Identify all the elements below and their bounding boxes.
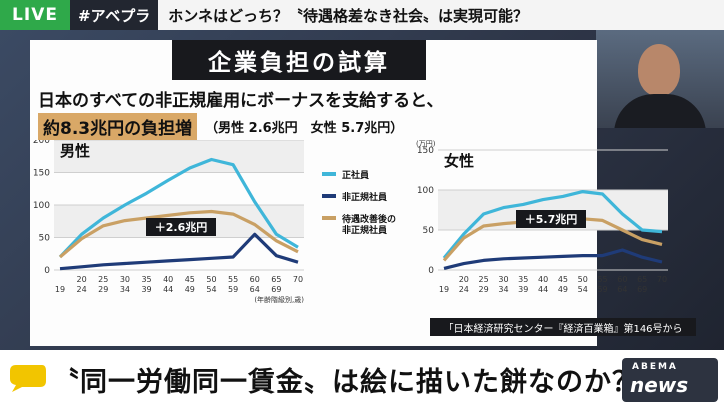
y-unit-label: (万円) [416, 140, 436, 148]
x-tick-label: 35 [141, 275, 151, 284]
y-tick-label: 0 [428, 266, 434, 276]
x-tick-label: 60 [250, 275, 260, 284]
x-unit-label: (年齢階級別,歳) [254, 295, 304, 304]
live-badge: LIVE [0, 0, 70, 30]
x-tick-label: 65 [271, 275, 281, 284]
burden-detail: （男性 2.6兆円 女性 5.7兆円） [205, 120, 404, 136]
x-tick-label: 59 [597, 285, 607, 294]
series-line-1 [58, 157, 299, 259]
series-line-1 [442, 189, 663, 260]
x-tick-label: 30 [498, 275, 508, 284]
annotation-text: ＋2.6兆円 [155, 220, 208, 234]
burden-highlight: 約8.3兆円の負担増 [38, 112, 198, 140]
x-tick-label: 59 [228, 285, 238, 294]
x-tick-label: 19 [439, 285, 449, 294]
legend-label: 非正規社員 [342, 224, 387, 236]
x-tick-label: 70 [657, 275, 667, 284]
grid-band [54, 140, 304, 173]
x-tick-label: 39 [141, 285, 151, 294]
burden-summary: 約8.3兆円の負担増 （男性 2.6兆円 女性 5.7兆円） [38, 112, 404, 140]
y-tick-label: 100 [33, 201, 50, 211]
x-tick-label: 55 [228, 275, 238, 284]
abema-news-logo: ABEMA news [622, 358, 718, 402]
x-tick-label: 35 [518, 275, 528, 284]
program-hashtag: #アベプラ [70, 0, 159, 30]
chart-title: 女性 [444, 152, 474, 170]
x-tick-label: 20 [459, 275, 469, 284]
x-tick-label: 44 [163, 285, 173, 294]
x-tick-label: 25 [479, 275, 489, 284]
legend-label: 正社員 [342, 169, 369, 181]
x-tick-label: 24 [459, 285, 469, 294]
legend-label: 非正規社員 [342, 191, 387, 203]
y-tick-label: 150 [33, 169, 50, 179]
x-tick-label: 24 [77, 285, 87, 294]
x-tick-label: 40 [163, 275, 173, 284]
y-tick-label: 0 [44, 266, 50, 276]
x-tick-label: 29 [479, 285, 489, 294]
x-tick-label: 50 [578, 275, 588, 284]
annotation-box [516, 210, 586, 228]
x-tick-label: 45 [185, 275, 195, 284]
x-tick-label: 49 [185, 285, 195, 294]
caption-text: 〝同一労働同一賃金〟は絵に描いた餅なのか？ [52, 366, 640, 398]
series-line-2 [59, 232, 299, 271]
x-tick-label: 45 [558, 275, 568, 284]
x-tick-label: 64 [617, 285, 627, 294]
panel-title: 企業負担の試算 [172, 40, 426, 80]
x-tick-label: 50 [206, 275, 216, 284]
presenter-head [638, 44, 680, 96]
logo-line1: ABEMA [632, 362, 678, 372]
x-tick-label: 69 [637, 285, 647, 294]
x-tick-label: 44 [538, 285, 548, 294]
panel-subtitle: 日本のすべての非正規雇用にボーナスを支給すると、 [38, 91, 444, 111]
x-tick-label: 64 [250, 285, 260, 294]
speech-bubble-icon [10, 365, 46, 392]
x-tick-label: 69 [271, 285, 281, 294]
caption-bar [0, 350, 724, 407]
x-tick-label: 25 [98, 275, 108, 284]
y-tick-label: 50 [423, 226, 435, 236]
source-note: 「日本経済研究センター『経済百業箱』第146号から [430, 318, 696, 336]
x-tick-label: 39 [518, 285, 528, 294]
x-tick-label: 55 [597, 275, 607, 284]
x-tick-label: 34 [498, 285, 508, 294]
x-tick-label: 34 [120, 285, 130, 294]
top-banner: LIVE #アベプラ ホンネはどっち？〝待遇格差なき社会〟は実現可能？ [0, 0, 724, 30]
x-tick-label: 65 [637, 275, 647, 284]
x-tick-label: 60 [617, 275, 627, 284]
x-tick-label: 40 [538, 275, 548, 284]
y-tick-label: 150 [417, 146, 434, 156]
presenter-video [596, 30, 724, 128]
annotation-text: ＋5.7兆円 [525, 212, 578, 226]
logo-line2: news [630, 373, 689, 397]
y-tick-label: 200 [33, 140, 50, 146]
legend-label: 待遇改善後の [342, 213, 396, 225]
headline-text: ホンネはどっち？〝待遇格差なき社会〟は実現可能？ [158, 0, 724, 30]
x-tick-label: 54 [206, 285, 216, 294]
x-tick-label: 29 [98, 285, 108, 294]
presenter-body [614, 94, 706, 128]
chart-title: 男性 [60, 142, 90, 160]
y-tick-label: 50 [39, 234, 51, 244]
series-line-3 [58, 209, 299, 259]
series-line-2 [443, 248, 663, 270]
annotation-box [146, 218, 216, 236]
y-tick-label: 100 [417, 186, 434, 196]
charts-area: 050100150200(万円)男性1920242529303435394044… [33, 140, 668, 304]
x-tick-label: 54 [578, 285, 588, 294]
x-tick-label: 70 [293, 275, 303, 284]
x-tick-label: 20 [77, 275, 87, 284]
x-tick-label: 49 [558, 285, 568, 294]
x-tick-label: 30 [120, 275, 130, 284]
x-tick-label: 19 [55, 285, 65, 294]
